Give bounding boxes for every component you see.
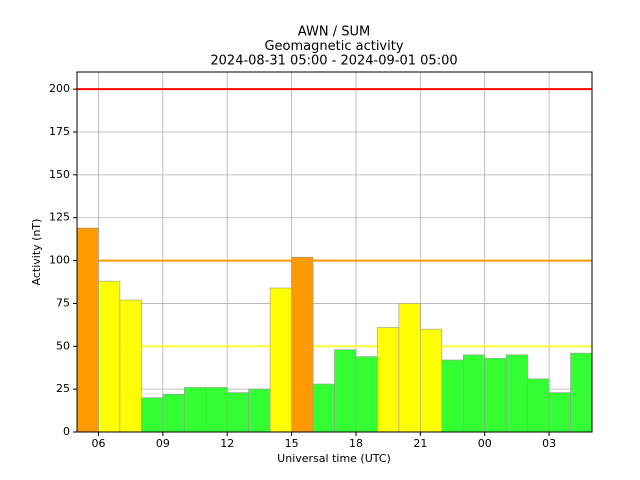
x-tick-label: 18 [349, 437, 363, 450]
y-tick-label: 50 [56, 339, 70, 352]
bar [441, 359, 464, 433]
bar [355, 356, 378, 433]
chart-title: AWN / SUM [298, 25, 370, 40]
bar [570, 352, 593, 433]
y-tick-label: 25 [56, 382, 70, 395]
bar [334, 349, 357, 433]
bar [141, 397, 164, 433]
x-tick-label: 09 [156, 437, 170, 450]
bar [205, 387, 228, 433]
bar [226, 392, 249, 433]
y-tick-label: 100 [49, 254, 70, 267]
bar [98, 280, 121, 433]
y-tick-label: 150 [49, 168, 70, 181]
bar [76, 227, 99, 433]
bar [548, 392, 571, 433]
x-axis-label: Universal time (UTC) [277, 452, 391, 465]
bar [183, 387, 207, 433]
bar [269, 287, 292, 433]
bar [291, 256, 314, 433]
bar [420, 328, 443, 433]
plot-frame [76, 71, 593, 433]
bar [398, 303, 421, 433]
bar [162, 393, 185, 433]
x-tick-label: 03 [542, 437, 556, 450]
bar [462, 354, 486, 433]
y-tick-label: 200 [49, 82, 70, 95]
x-tick-label: 06 [91, 437, 105, 450]
y-tick-label: 125 [49, 211, 70, 224]
bar [248, 388, 271, 433]
bar [312, 383, 335, 433]
bar [527, 378, 550, 433]
y-tick-label: 175 [49, 125, 70, 138]
bar [505, 354, 528, 433]
chart-title: 2024-08-31 05:00 - 2024-09-01 05:00 [210, 54, 457, 69]
x-tick-label: 12 [220, 437, 234, 450]
y-tick-label: 75 [56, 296, 70, 309]
y-tick-label: 0 [63, 425, 70, 438]
x-tick-label: 00 [478, 437, 492, 450]
chart-title: Geomagnetic activity [264, 39, 403, 54]
bar [484, 357, 507, 433]
y-axis-label: Activity (nT) [30, 219, 43, 286]
x-tick-label: 21 [413, 437, 427, 450]
x-tick-label: 15 [285, 437, 299, 450]
bar [119, 299, 142, 433]
bar [377, 327, 400, 433]
